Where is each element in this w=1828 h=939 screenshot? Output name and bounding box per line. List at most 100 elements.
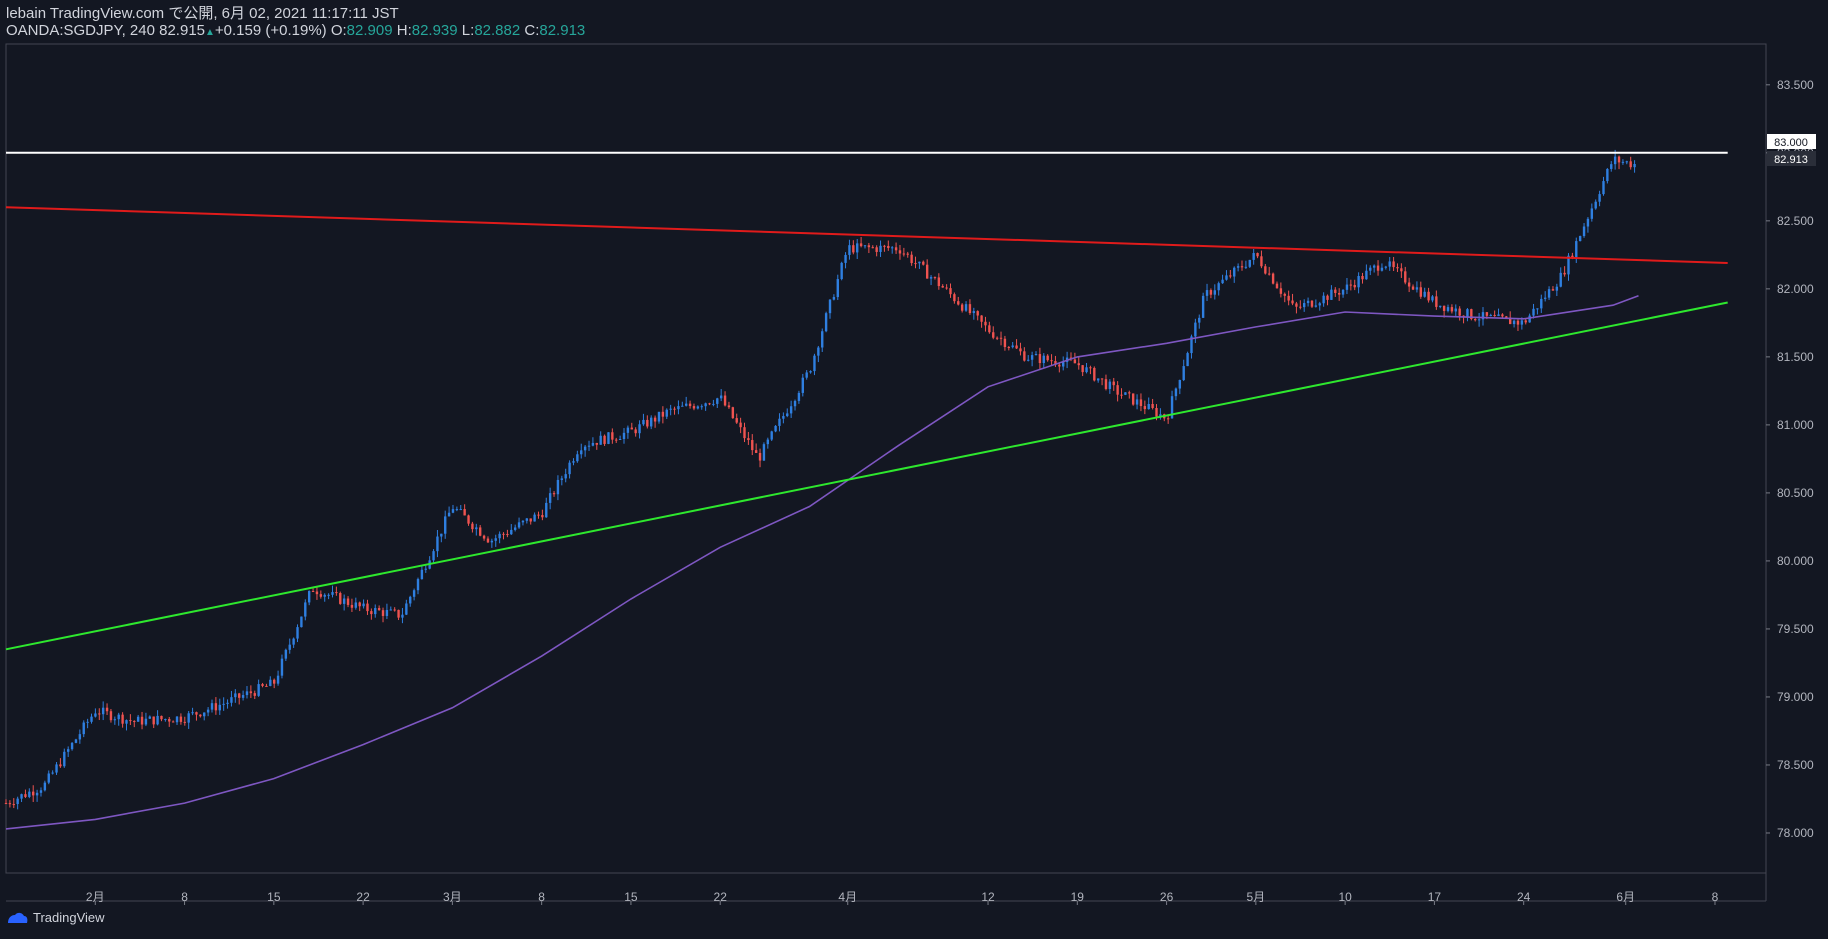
candle-body: [1330, 289, 1333, 300]
candle-body: [817, 347, 820, 356]
candle-body: [1586, 218, 1590, 227]
candle-body: [1058, 364, 1061, 367]
candle-body: [16, 798, 19, 805]
candle-body: [1372, 265, 1376, 268]
candle-body: [331, 592, 334, 595]
candle-body: [751, 440, 754, 451]
candle-body: [1427, 291, 1430, 301]
candle-body: [828, 299, 832, 314]
candle-body: [564, 474, 567, 479]
y-tick-label: 78.000: [1777, 826, 1814, 840]
candle-body: [611, 432, 614, 440]
candle-body: [801, 377, 804, 393]
candle-body: [661, 411, 665, 417]
candle-body: [463, 509, 466, 516]
candle-body: [1388, 261, 1391, 267]
ohlc-line: OANDA:SGDJPY, 240 82.915▲+0.159 (+0.19%)…: [6, 22, 585, 41]
candle-body: [770, 431, 773, 440]
candle-body: [1431, 296, 1434, 301]
candle-body: [972, 311, 976, 314]
candle-body: [957, 301, 960, 305]
candle-body: [914, 263, 917, 265]
candle-body: [144, 718, 148, 725]
candle-body: [1524, 320, 1527, 323]
candle-body: [704, 403, 707, 407]
candle-body: [459, 509, 462, 511]
candle-body: [1085, 367, 1088, 373]
candle-body: [432, 551, 435, 561]
candle-body: [684, 403, 688, 406]
candle-body: [712, 403, 715, 405]
candle-body: [342, 598, 346, 604]
candle-body: [1551, 289, 1555, 291]
candle-body: [1477, 319, 1481, 321]
candle-body: [1096, 378, 1100, 381]
candle-body: [70, 742, 74, 750]
footer-brand[interactable]: TradingView: [6, 910, 105, 925]
candle-body: [424, 568, 427, 570]
candle-body: [669, 408, 672, 410]
candle-body: [875, 247, 878, 252]
candle-body: [366, 603, 369, 612]
candle-body: [59, 764, 62, 767]
candle-body: [405, 603, 408, 615]
candle-body: [918, 261, 921, 264]
candle-body: [1536, 308, 1539, 310]
candle-body: [471, 523, 474, 530]
candle-body: [556, 479, 560, 495]
y-tick-label: 82.500: [1777, 214, 1814, 228]
candle-body: [51, 772, 54, 774]
candle-body: [1283, 293, 1286, 296]
candle-body: [1411, 286, 1415, 290]
candle-body: [1520, 320, 1524, 325]
candle-body: [1034, 354, 1038, 356]
candle-body: [133, 721, 136, 723]
y-tick-label: 78.500: [1777, 758, 1814, 772]
candle-body: [1446, 307, 1450, 311]
candle-body: [735, 418, 738, 423]
candle-body: [517, 522, 521, 528]
candle-body: [335, 592, 338, 594]
candle-body: [109, 711, 113, 721]
candle-body: [1543, 297, 1547, 299]
candle-body: [1555, 286, 1559, 291]
candle-body: [1248, 259, 1251, 267]
candle-body: [1229, 275, 1232, 277]
x-tick-label: 8: [538, 890, 545, 904]
candle-body: [1131, 393, 1135, 405]
candle-body: [300, 616, 303, 628]
candle-body: [708, 403, 711, 405]
candle-body: [315, 591, 319, 595]
candle-body: [859, 243, 863, 247]
candle-body: [1396, 267, 1399, 269]
candle-body: [1030, 355, 1034, 360]
resistance-trendline: [5, 206, 1728, 264]
candle-body: [1128, 392, 1131, 394]
candle-body: [1260, 256, 1263, 267]
x-tick-label: 3月: [443, 890, 462, 904]
candle-body: [778, 418, 781, 426]
candle-body: [28, 791, 31, 797]
candle-body: [1159, 414, 1162, 417]
candle-body: [766, 439, 770, 445]
candle-body: [230, 697, 233, 703]
candle-body: [1582, 226, 1586, 237]
candle-body: [1027, 359, 1030, 361]
candle-body: [482, 535, 486, 539]
candle-body: [797, 392, 801, 401]
x-tick-label: 17: [1428, 890, 1442, 904]
candle-body: [568, 462, 571, 475]
y-tick-label: 79.000: [1777, 690, 1814, 704]
candle-body: [241, 695, 245, 698]
candle-body: [673, 408, 676, 410]
candle-body: [1419, 287, 1423, 297]
candle-body: [910, 254, 913, 264]
candle-body: [1376, 265, 1380, 271]
candle-body: [1019, 348, 1022, 352]
candle-body: [1256, 253, 1259, 257]
candle-body: [548, 493, 552, 503]
x-tick-label: 2月: [86, 890, 105, 904]
candle-body: [269, 679, 272, 687]
candle-body: [883, 245, 886, 247]
